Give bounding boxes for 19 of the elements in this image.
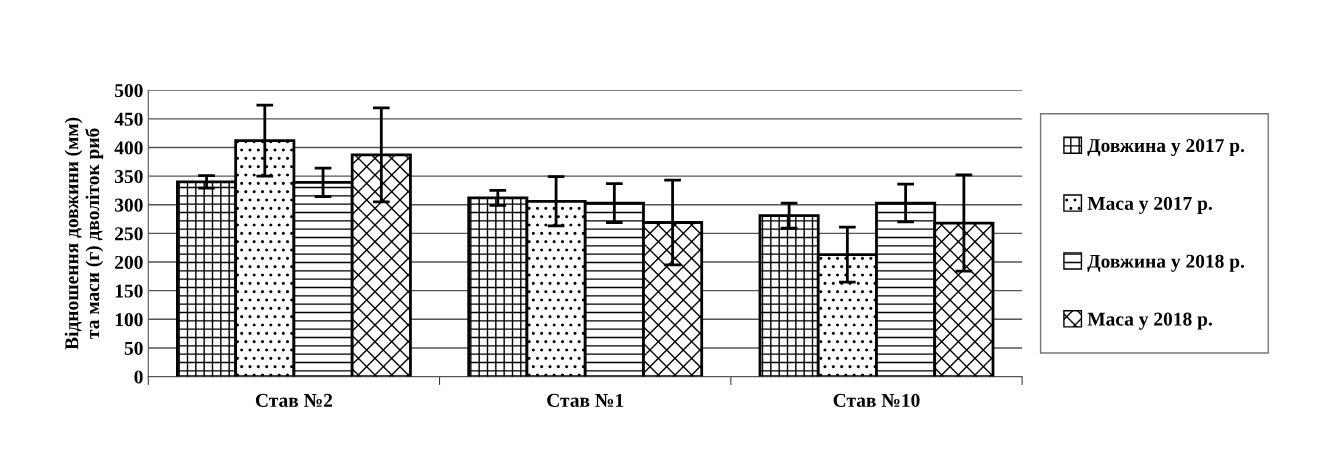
y-tick-label: 0 xyxy=(134,370,143,384)
y-tick-label: 250 xyxy=(115,227,143,241)
x-tick-label: Став №2 xyxy=(255,393,333,407)
y-tick-label: 50 xyxy=(124,341,143,355)
y-axis-title: Відношення довжини (мм) та маси (г) дволіток риб xyxy=(64,117,104,350)
y-tick-label: 350 xyxy=(114,169,143,184)
legend-label: Маса у 2018 р. xyxy=(1087,312,1212,330)
y-tick-label: 400 xyxy=(114,141,143,155)
y-tick-label: 100 xyxy=(115,313,143,327)
y-tick-label: 200 xyxy=(115,255,143,269)
legend-label: Маса у 2017 р. xyxy=(1087,196,1212,214)
y-tick-label: 450 xyxy=(114,112,143,126)
y-tick-label: 500 xyxy=(115,84,143,98)
legend-label: Довжина у 2018 р. xyxy=(1087,254,1245,272)
y-tick-label: 150 xyxy=(115,284,143,298)
y-tick-label: 300 xyxy=(114,198,143,212)
x-tick-label: Став №10 xyxy=(833,393,920,407)
legend-label: Довжина у 2017 р. xyxy=(1087,138,1245,157)
x-tick-label: Став №1 xyxy=(547,393,624,407)
